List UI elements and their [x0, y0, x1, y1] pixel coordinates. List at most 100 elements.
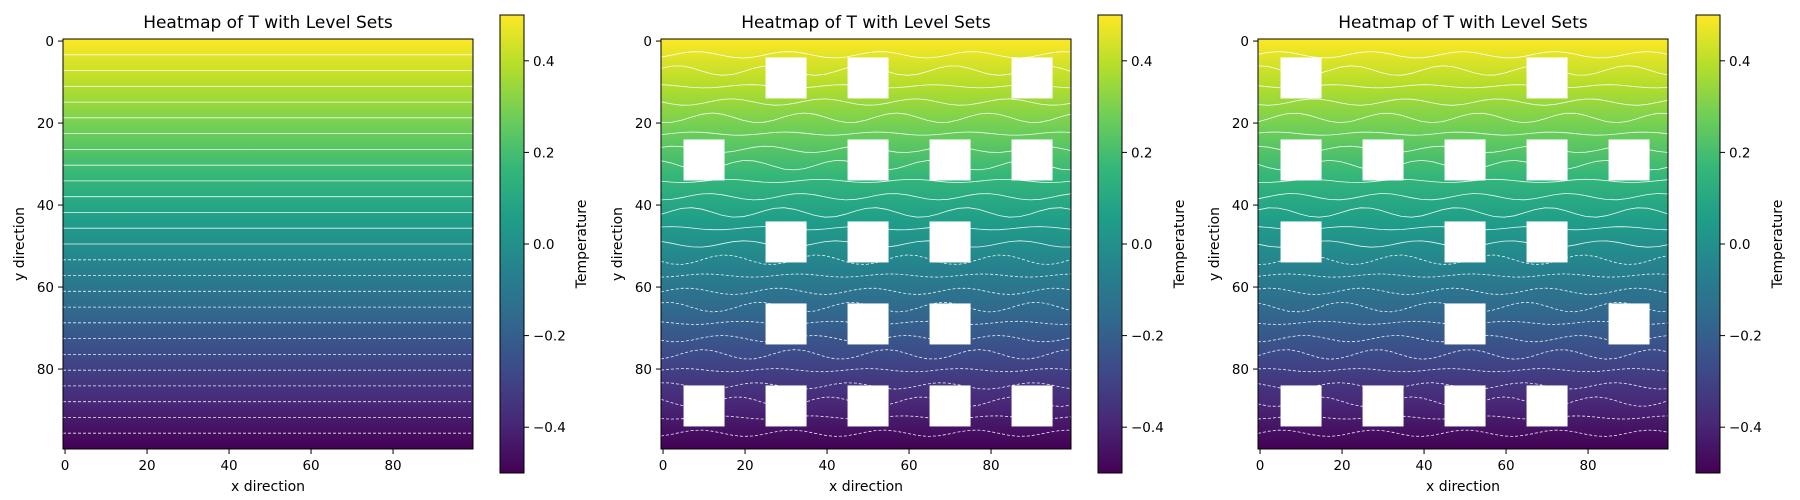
colorbar-label: Temperature: [574, 200, 590, 290]
obstacle-block: [1444, 139, 1486, 181]
level-set-line: [1257, 131, 1669, 136]
level-set-line: [1257, 207, 1669, 218]
level-set-line: [1257, 51, 1669, 59]
obstacle-block: [1362, 385, 1404, 427]
colorbar: 0.4 0.2 0.0 −0.2 −0.4 Temperature: [1695, 14, 1786, 474]
y-tick-label: 0: [1240, 34, 1249, 50]
obstacle-block: [1280, 385, 1322, 427]
y-axis-label: y direction: [12, 207, 28, 281]
x-tick-label: 20: [138, 458, 155, 474]
colorbar-tick-label: 0.4: [1729, 54, 1750, 70]
y-tick-label: 40: [37, 198, 54, 214]
obstacle-block: [1526, 385, 1568, 427]
y-tick-label: 60: [635, 280, 652, 296]
colorbar-label: Temperature: [1172, 200, 1188, 290]
level-set-line: [660, 254, 1072, 265]
obstacle-block: [1280, 139, 1322, 181]
colorbar-gradient: [499, 14, 525, 474]
obstacle-block: [1444, 303, 1486, 345]
obstacle-block: [847, 57, 889, 99]
chart-title: Heatmap of T with Level Sets: [1338, 13, 1588, 33]
heatmap-panel-3: Heatmap of T with Level Sets 0 20 40 60 80 0 20…: [1207, 13, 1786, 495]
level-set-line: [1257, 368, 1669, 373]
obstacle-block: [847, 385, 889, 427]
obstacle-block: [1280, 57, 1322, 99]
obstacle-block: [847, 221, 889, 263]
x-tick-label: 80: [982, 458, 999, 474]
colorbar: 0.4 0.2 0.0 −0.2 −0.4 Temperature: [499, 14, 590, 474]
level-set-line: [1257, 65, 1669, 76]
obstacle-block: [929, 303, 971, 345]
level-set-line: [1257, 193, 1669, 201]
obstacle-block: [1362, 139, 1404, 181]
obstacle-block: [1526, 57, 1568, 99]
colorbar-tick-label: 0.4: [533, 54, 554, 70]
x-tick-label: 40: [220, 458, 237, 474]
y-tick-label: 20: [1232, 116, 1249, 132]
colorbar-gradient: [1695, 14, 1721, 474]
level-set-line: [660, 301, 1072, 313]
x-tick-label: 60: [302, 458, 319, 474]
heatmap-panel-2: Heatmap of T with Level Sets 0 20 40 60 80 0 20…: [610, 13, 1188, 495]
x-tick-label: 80: [384, 458, 401, 474]
chart-title: Heatmap of T with Level Sets: [143, 13, 393, 33]
obstacle-block: [1444, 385, 1486, 427]
obstacle-block: [847, 139, 889, 181]
colorbar-label: Temperature: [1770, 200, 1786, 290]
x-axis-label: x direction: [829, 479, 903, 495]
level-set-line: [1257, 273, 1669, 278]
level-set-line: [1257, 429, 1669, 437]
level-set-line: [1257, 349, 1669, 360]
y-tick-label: 80: [1232, 362, 1249, 378]
x-tick-label: 0: [659, 458, 668, 474]
axes-frame: [62, 38, 474, 450]
colorbar: 0.4 0.2 0.0 −0.2 −0.4 Temperature: [1097, 14, 1188, 474]
colorbar-gradient: [1097, 14, 1123, 474]
level-set-line: [1257, 112, 1669, 124]
obstacle-block: [1011, 385, 1053, 427]
y-tick-label: 20: [37, 116, 54, 132]
obstacle-block: [1011, 57, 1053, 99]
obstacle-block: [929, 385, 971, 427]
obstacle-block: [1608, 139, 1650, 181]
x-tick-label: 40: [818, 458, 835, 474]
x-axis-label: x direction: [1426, 479, 1500, 495]
colorbar-tick-label: 0.0: [1131, 237, 1152, 253]
obstacle-block: [765, 221, 807, 263]
obstacle-block: [1526, 221, 1568, 263]
level-set-line: [660, 98, 1072, 106]
level-set-line: [660, 207, 1072, 218]
level-set-line: [1257, 396, 1669, 407]
obstacle-block: [1444, 221, 1486, 263]
colorbar-tick-label: −0.2: [1729, 329, 1762, 345]
y-tick-label: 20: [635, 116, 652, 132]
level-set-line: [1257, 287, 1669, 295]
y-tick-label: 40: [1232, 198, 1249, 214]
obstacle-block: [683, 385, 725, 427]
level-set-line: [660, 193, 1072, 201]
colorbar-tick-label: 0.2: [533, 145, 554, 161]
level-set-line: [660, 429, 1072, 437]
colorbar-tick-label: −0.4: [1131, 420, 1164, 436]
level-set-line: [660, 368, 1072, 373]
obstacle-block: [765, 57, 807, 99]
colorbar-tick-label: −0.2: [1131, 329, 1164, 345]
axes-frame: [1257, 38, 1669, 450]
y-tick-label: 40: [635, 198, 652, 214]
colorbar-tick-label: −0.4: [1729, 420, 1762, 436]
x-tick-label: 0: [1256, 458, 1265, 474]
level-sets: [63, 54, 473, 434]
colorbar-tick-label: 0.2: [1729, 145, 1750, 161]
y-tick-label: 60: [1232, 280, 1249, 296]
obstacle-block: [929, 139, 971, 181]
heatmap-panel-1: Heatmap of T with Level Sets 0 20 40 60 80 0 20…: [12, 13, 590, 495]
y-tick-label: 60: [37, 280, 54, 296]
x-tick-label: 80: [1579, 458, 1596, 474]
y-tick-label: 80: [635, 362, 652, 378]
y-tick-label: 0: [643, 34, 652, 50]
level-set-line: [660, 349, 1072, 360]
obstacle-block: [1011, 139, 1053, 181]
y-tick-label: 80: [37, 362, 54, 378]
obstacle-block: [1526, 139, 1568, 181]
